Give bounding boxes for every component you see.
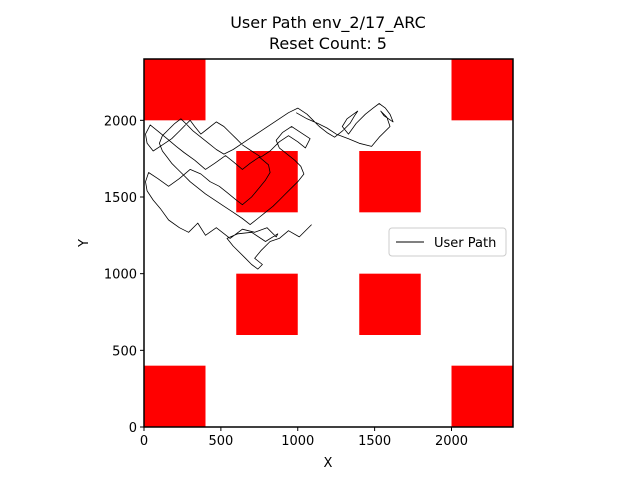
y-tick-label: 1500 [104,191,137,206]
y-axis-label: Y [77,239,92,248]
obstacle-7 [144,365,206,427]
legend: User Path [388,227,507,257]
x-tick-label: 1500 [358,434,391,449]
chart-title-line2: Reset Count: 5 [269,34,387,53]
y-tick-label: 0 [129,421,137,436]
x-tick-label: 1000 [281,434,314,449]
obstacle-8 [451,365,513,427]
y-tick-label: 2000 [104,114,137,129]
x-axis: 0 500 1000 1500 2000 [140,427,468,449]
x-tick-label: 500 [208,434,233,449]
legend-box [388,227,507,257]
obstacle-1 [144,59,206,121]
chart-title-line1: User Path env_2/17_ARC [230,13,426,33]
obstacle-layer [144,59,513,427]
y-axis: 0 500 1000 1500 2000 [104,114,144,436]
obstacle-5 [236,273,298,335]
x-axis-label: X [324,456,333,471]
user-path-layer [145,103,394,270]
obstacle-3 [236,151,298,213]
x-tick-label: 0 [140,434,148,449]
y-tick-label: 500 [112,344,137,359]
obstacle-6 [359,273,421,335]
x-tick-label: 2000 [435,434,468,449]
y-tick-label: 1000 [104,268,137,283]
obstacle-2 [451,59,513,121]
legend-label: User Path [434,236,496,251]
user-path-line [145,103,394,270]
obstacle-4 [359,151,421,213]
plot-frame [143,58,514,428]
